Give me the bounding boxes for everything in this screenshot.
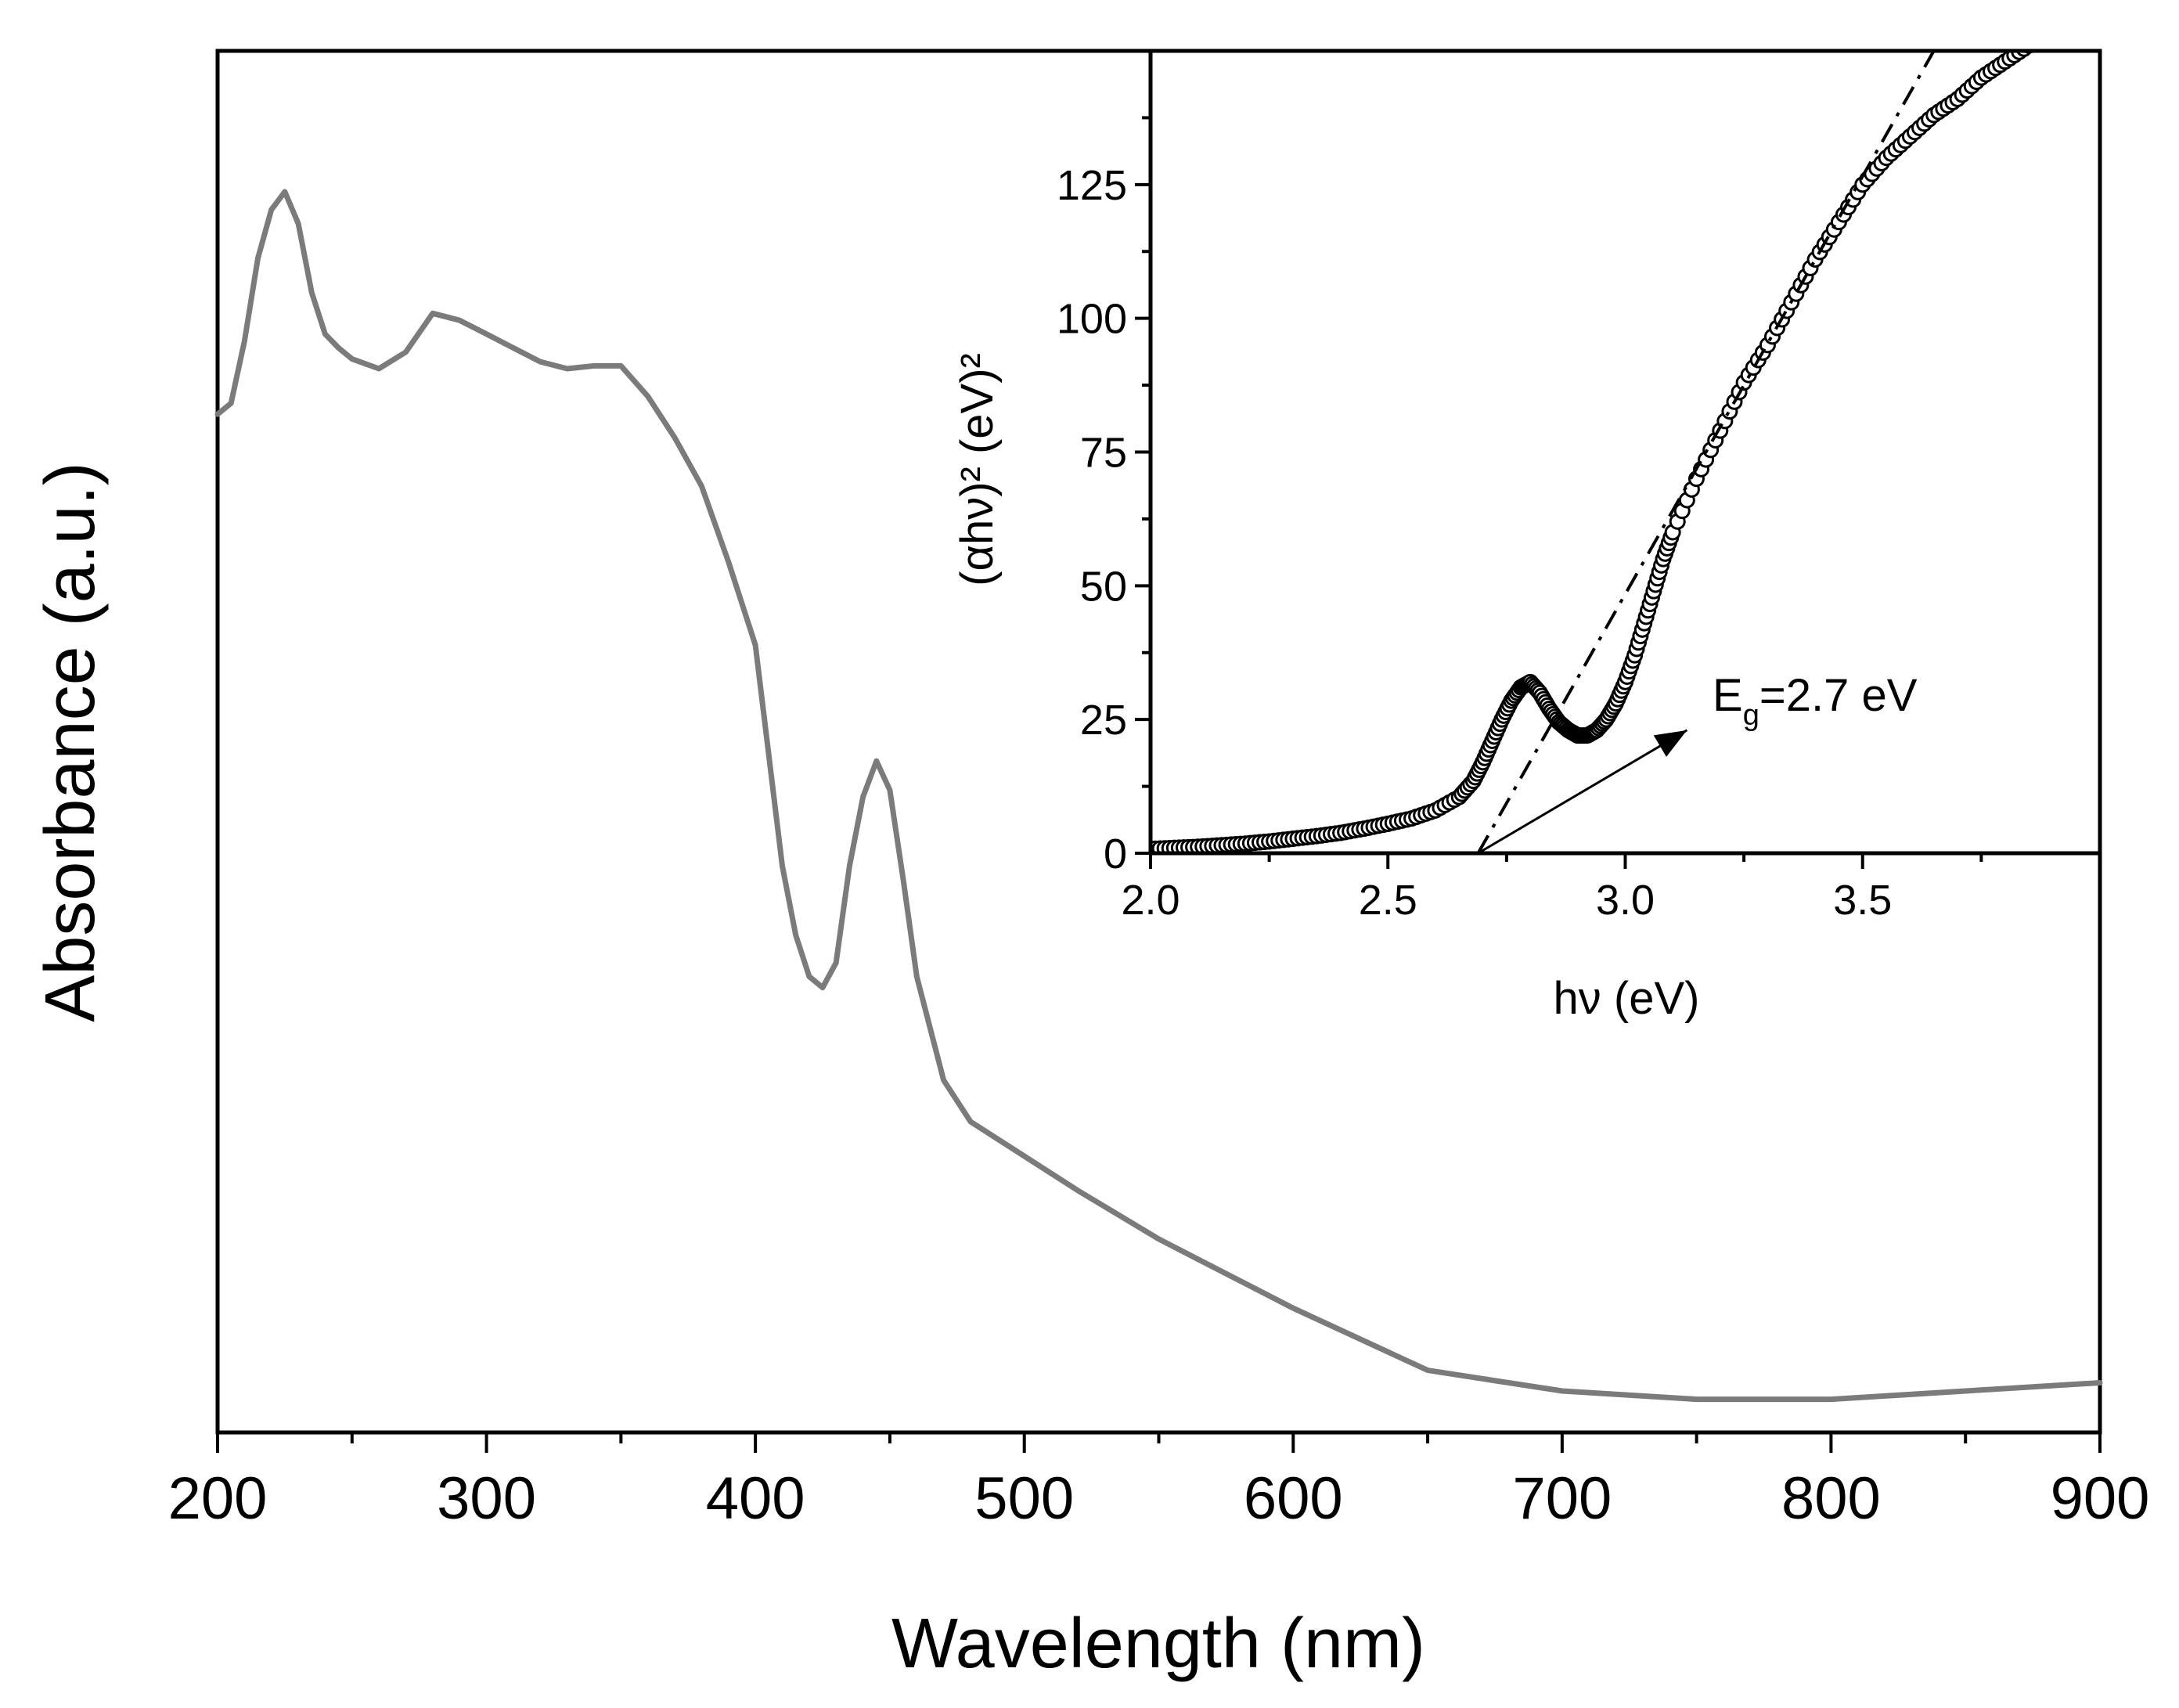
main-series-layer	[214, 189, 2103, 1403]
inset-markers	[1151, 51, 2035, 853]
inset-background	[1151, 51, 2100, 853]
inset-y-axis-label: (αhν)² (eV)²	[952, 353, 1003, 586]
main-x-tick-label: 500	[974, 1465, 1074, 1532]
inset-x-axis-label: hν (eV)	[1554, 973, 1700, 1024]
main-x-tick-label: 900	[2051, 1465, 2150, 1532]
band-gap-annotation: Eg=2.7 eV	[1713, 670, 1918, 732]
inset-y-tick-label: 75	[1080, 430, 1127, 477]
main-x-tick-label: 800	[1781, 1465, 1881, 1532]
inset-y-tick-label: 125	[1057, 162, 1127, 209]
main-x-tick-label: 600	[1244, 1465, 1343, 1532]
main-x-tick-label: 400	[706, 1465, 805, 1532]
band-gap-value: =2.7 eV	[1759, 670, 1918, 721]
main-x-axis-label: Wavelength (nm)	[891, 1605, 1425, 1683]
main-series-absorbance	[214, 189, 2103, 1403]
inset-x-tick-label: 3.5	[1833, 877, 1892, 924]
band-gap-symbol: E	[1713, 670, 1743, 721]
inset-x-tick-label: 2.5	[1359, 877, 1417, 924]
main-y-axis-label: Absorbance (a.u.)	[31, 462, 110, 1022]
inset-x-tick-label: 3.0	[1596, 877, 1655, 924]
band-gap-arrowhead	[1653, 730, 1687, 757]
inset-plot-frame	[1148, 49, 2102, 856]
inset-y-tick-label: 25	[1080, 697, 1127, 744]
inset-fit-line	[1476, 51, 1936, 853]
band-gap-subscript: g	[1743, 699, 1759, 732]
main-x-tick-label: 300	[437, 1465, 536, 1532]
main-x-tick-label: 700	[1512, 1465, 1612, 1532]
inset-y-tick-label: 50	[1080, 563, 1127, 610]
main-x-ticks: 200 300 400 500 600 700 800 900	[168, 1432, 2150, 1532]
band-gap-arrow	[1477, 729, 1688, 855]
inset-x-tick-label: 2.0	[1121, 877, 1180, 924]
inset-plot: 2.0 2.5 3.0 3.5 0 25 50 75 100 125	[1057, 51, 2035, 924]
main-x-tick-label: 200	[168, 1465, 268, 1532]
inset-y-tick-label: 0	[1104, 831, 1127, 877]
inset-y-tick-label: 100	[1057, 296, 1127, 343]
